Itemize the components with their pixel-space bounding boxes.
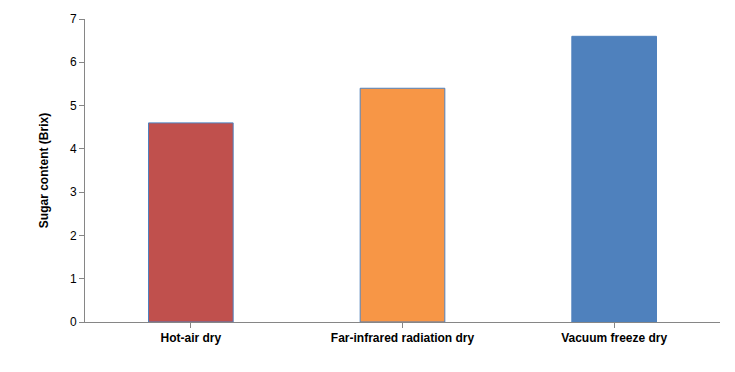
svg-text:7: 7 bbox=[70, 12, 77, 26]
svg-text:6: 6 bbox=[70, 55, 77, 69]
svg-text:Sugar content (Brix): Sugar content (Brix) bbox=[37, 113, 51, 228]
svg-text:5: 5 bbox=[70, 99, 77, 113]
svg-text:2: 2 bbox=[70, 229, 77, 243]
svg-text:4: 4 bbox=[70, 142, 77, 156]
svg-text:Vacuum freeze dry: Vacuum freeze dry bbox=[561, 331, 667, 345]
svg-text:Far-infrared radiation dry: Far-infrared radiation dry bbox=[331, 331, 475, 345]
svg-text:3: 3 bbox=[70, 185, 77, 199]
svg-text:1: 1 bbox=[70, 272, 77, 286]
svg-text:Hot-air dry: Hot-air dry bbox=[160, 331, 221, 345]
svg-text:0: 0 bbox=[70, 315, 77, 329]
